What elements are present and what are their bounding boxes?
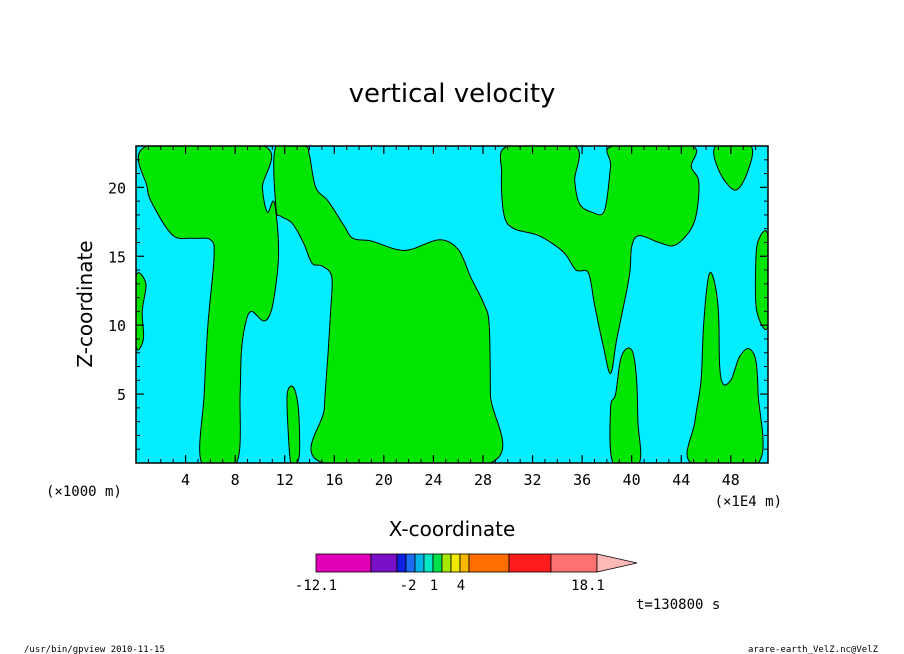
- colorbar-segment: [450, 553, 461, 573]
- x-tick-label: 44: [672, 471, 690, 489]
- colorbar-segment: [370, 553, 398, 573]
- region-plume-right-lower: [609, 347, 642, 463]
- colorbar-segment: [414, 553, 425, 573]
- y-tick-label: 20: [108, 179, 126, 197]
- x-tick-label: 4: [181, 471, 190, 489]
- colorbar-segment: [550, 553, 598, 573]
- region-plume-left-edge: [136, 272, 147, 351]
- x-unit-left: (×1000 m): [46, 484, 122, 500]
- positive-regions: [136, 146, 768, 463]
- time-label: t=130800 s: [636, 597, 720, 613]
- region-plume-mid: [273, 146, 504, 463]
- colorbar-segment: [396, 553, 407, 573]
- colorbar-extend-arrow: [596, 553, 638, 573]
- colorbar: -12.1 -2 1 4 18.1: [295, 553, 638, 594]
- x-tick-label: 32: [524, 471, 542, 489]
- colorbar-tick-label: -2: [400, 578, 417, 594]
- colorbar-segment: [459, 553, 470, 573]
- x-tick-label: 40: [623, 471, 641, 489]
- region-plume-upper-left: [137, 146, 280, 463]
- colorbar-segment: [432, 553, 443, 573]
- region-plume-top-right: [713, 146, 754, 191]
- y-tick-label: 10: [108, 317, 126, 335]
- y-axis-label: Z-coordinate: [73, 240, 97, 367]
- region-plume-far-right: [686, 271, 764, 463]
- colorbar-tick-label: 4: [457, 578, 465, 594]
- colorbar-max-label: 18.1: [571, 578, 605, 594]
- x-tick-label: 20: [375, 471, 393, 489]
- x-tick-label: 36: [573, 471, 591, 489]
- footer-left: /usr/bin/gpview 2010-11-15: [24, 645, 165, 654]
- y-tick-label: 5: [117, 386, 126, 404]
- colorbar-segment: [508, 553, 552, 573]
- colorbar-tick-label: 1: [430, 578, 438, 594]
- colorbar-min-label: -12.1: [295, 578, 337, 594]
- colorbar-segment: [441, 553, 452, 573]
- x-tick-label: 16: [325, 471, 343, 489]
- chart-title: vertical velocity: [349, 79, 556, 109]
- colorbar-segment: [423, 553, 434, 573]
- region-plume-right-upper: [499, 146, 700, 374]
- x-axis-label: X-coordinate: [389, 517, 516, 541]
- x-tick-label: 12: [276, 471, 294, 489]
- x-tick-label: 8: [231, 471, 240, 489]
- x-tick-label: 24: [424, 471, 442, 489]
- footer-right: arare-earth_VelZ.nc@VelZ: [748, 645, 879, 654]
- x-unit-right: (×1E4 m): [715, 494, 782, 510]
- colorbar-segment: [405, 553, 416, 573]
- plot-frame: [135, 145, 769, 464]
- y-tick-label: 15: [108, 248, 126, 266]
- colorbar-segment: [315, 553, 372, 573]
- x-tick-label: 48: [722, 471, 740, 489]
- region-plume-right-edge: [754, 230, 768, 331]
- x-tick-label: 28: [474, 471, 492, 489]
- colorbar-segment: [468, 553, 510, 573]
